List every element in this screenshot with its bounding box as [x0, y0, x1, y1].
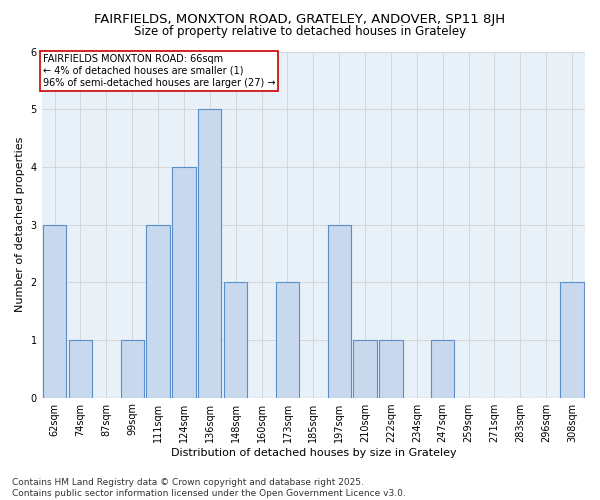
X-axis label: Distribution of detached houses by size in Grateley: Distribution of detached houses by size … — [170, 448, 456, 458]
Bar — [353, 340, 377, 398]
Bar — [172, 167, 196, 398]
Bar — [328, 224, 351, 398]
Text: Size of property relative to detached houses in Grateley: Size of property relative to detached ho… — [134, 25, 466, 38]
Text: FAIRFIELDS MONXTON ROAD: 66sqm
← 4% of detached houses are smaller (1)
96% of se: FAIRFIELDS MONXTON ROAD: 66sqm ← 4% of d… — [43, 54, 275, 88]
Bar — [224, 282, 247, 398]
Bar — [43, 224, 66, 398]
Bar — [198, 109, 221, 398]
Bar — [379, 340, 403, 398]
Bar — [276, 282, 299, 398]
Bar — [560, 282, 584, 398]
Y-axis label: Number of detached properties: Number of detached properties — [15, 137, 25, 312]
Bar — [146, 224, 170, 398]
Bar — [69, 340, 92, 398]
Text: Contains HM Land Registry data © Crown copyright and database right 2025.
Contai: Contains HM Land Registry data © Crown c… — [12, 478, 406, 498]
Bar — [431, 340, 454, 398]
Bar — [121, 340, 144, 398]
Text: FAIRFIELDS, MONXTON ROAD, GRATELEY, ANDOVER, SP11 8JH: FAIRFIELDS, MONXTON ROAD, GRATELEY, ANDO… — [94, 12, 506, 26]
